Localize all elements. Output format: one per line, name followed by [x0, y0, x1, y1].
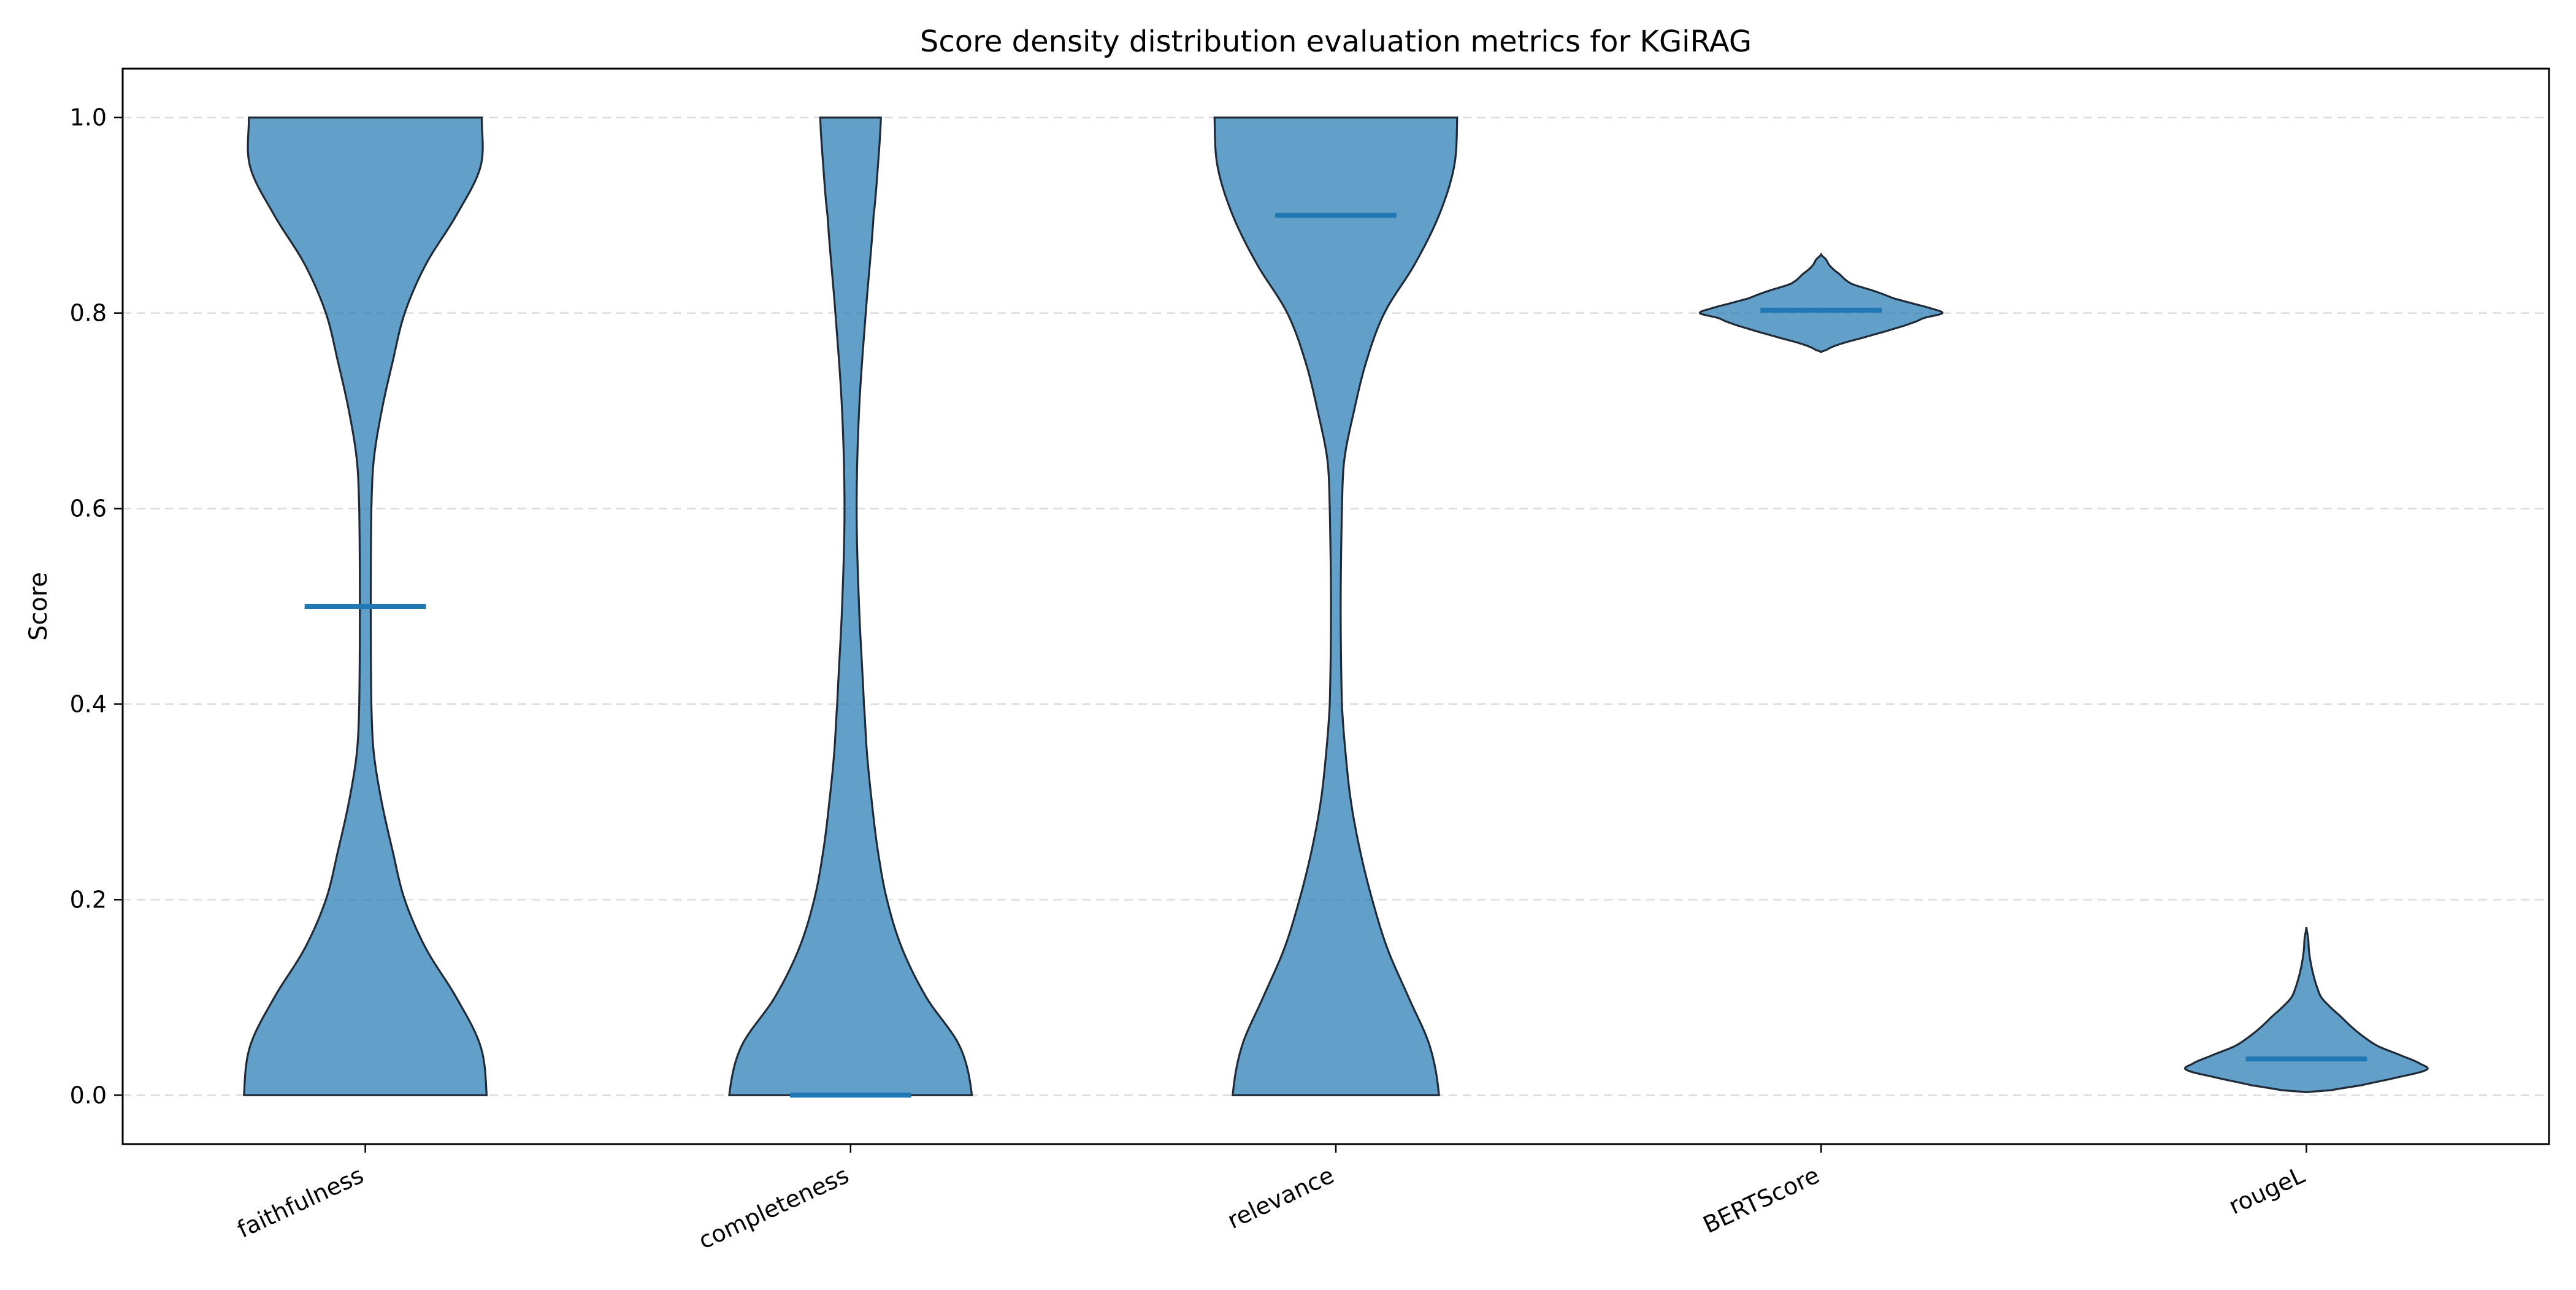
chart-title: Score density distribution evaluation me…: [920, 25, 1752, 59]
violin-BERTScore: [1698, 252, 1944, 354]
violin-relevance: [1213, 116, 1459, 1096]
x-axis: faithfulness completeness relevance BERTSco…: [233, 1144, 2309, 1254]
y-tick-label: 0.4: [70, 690, 107, 717]
y-axis: 0.0 0.2 0.4 0.6 0.8 1.0: [70, 104, 123, 1109]
medians: [304, 213, 2367, 1098]
x-tick-label: rougeL: [2225, 1161, 2309, 1219]
violins: [243, 116, 2429, 1096]
violin-completeness: [728, 116, 973, 1096]
x-tick-label: BERTScore: [1699, 1161, 1823, 1238]
y-tick-label: 0.0: [70, 1082, 107, 1109]
y-tick-label: 0.8: [70, 300, 107, 327]
x-tick-label: relevance: [1223, 1161, 1338, 1234]
y-tick-label: 1.0: [70, 104, 107, 131]
x-tick-label: faithfulness: [233, 1161, 367, 1243]
y-tick-label: 0.6: [70, 495, 107, 522]
y-tick-label: 0.2: [70, 886, 107, 913]
violin-rougeL: [2183, 926, 2429, 1094]
x-tick-label: completeness: [694, 1161, 853, 1254]
y-axis-label: Score: [25, 572, 53, 641]
